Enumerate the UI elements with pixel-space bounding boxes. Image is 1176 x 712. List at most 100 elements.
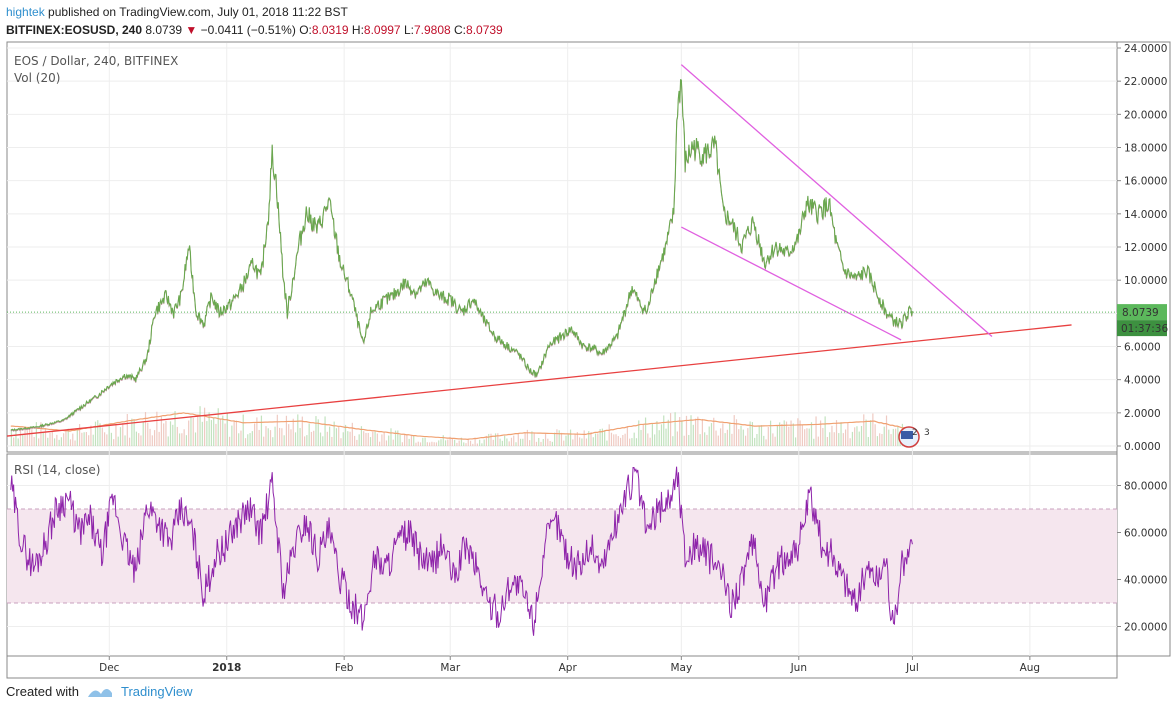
volume-bar — [760, 425, 763, 446]
volume-bar — [365, 432, 367, 446]
volume-bar — [660, 424, 663, 446]
volume-bar — [90, 425, 92, 446]
volume-bar — [294, 432, 297, 446]
volume-bar — [267, 428, 269, 446]
volume-bar — [510, 437, 513, 446]
volume-bar — [679, 417, 681, 446]
volume-bar — [524, 432, 526, 446]
price-line — [10, 78, 913, 432]
author-link[interactable]: hightek — [6, 5, 45, 19]
volume-bar — [819, 420, 822, 446]
time-tick-label: May — [670, 662, 692, 674]
volume-bar — [185, 435, 188, 446]
volume-bar — [817, 436, 819, 446]
volume-bar — [840, 422, 842, 446]
time-axis[interactable] — [6, 655, 1118, 679]
volume-legend: Vol (20) — [14, 71, 60, 85]
volume-bar — [460, 437, 463, 446]
volume-bar — [419, 442, 422, 446]
volume-bar — [731, 433, 733, 446]
volume-bar — [390, 428, 392, 446]
volume-bar — [838, 433, 840, 446]
volume-bar — [765, 439, 767, 446]
volume-bar — [133, 419, 135, 446]
trend-line-3 — [681, 226, 902, 341]
volume-bar — [738, 429, 740, 446]
volume-bar — [497, 433, 499, 446]
volume-bar — [399, 434, 401, 446]
volume-bar — [747, 428, 749, 446]
volume-bar — [438, 440, 440, 446]
volume-bar — [394, 430, 397, 446]
volume-bar — [115, 424, 117, 446]
volume-bar — [690, 415, 692, 446]
volume-bar — [383, 432, 385, 446]
volume-bar — [351, 422, 353, 446]
volume-bar — [17, 438, 19, 446]
volume-bar — [208, 412, 210, 446]
volume-bar — [363, 431, 365, 446]
created-with-label: Created with — [6, 684, 79, 699]
volume-bar — [854, 427, 856, 446]
volume-bar — [135, 431, 138, 446]
volume-bar — [392, 439, 394, 446]
volume-bar — [292, 418, 294, 446]
volume-bar — [588, 431, 590, 446]
volume-ma-line — [10, 412, 909, 440]
volume-bar — [92, 434, 94, 446]
last-price-label: 8.0739 — [1122, 307, 1159, 319]
volume-bar — [349, 431, 351, 446]
volume-bar — [99, 423, 101, 446]
volume-bar — [15, 430, 17, 446]
volume-bar — [222, 415, 224, 446]
volume-bar — [640, 429, 642, 446]
volume-bar — [447, 439, 449, 446]
volume-bar — [815, 416, 817, 446]
volume-bar — [381, 434, 383, 446]
events-flag-icon[interactable]: 2 3 — [898, 426, 930, 448]
volume-bar — [69, 439, 72, 446]
volume-bar — [860, 426, 863, 446]
rsi-tick-label: 60.0000 — [1124, 528, 1167, 540]
volume-bar — [651, 423, 653, 446]
volume-bar — [454, 439, 456, 446]
volume-bar — [53, 438, 56, 446]
trend-lines[interactable] — [6, 64, 1072, 437]
volume-bar — [701, 418, 703, 446]
volume-bar — [388, 435, 390, 446]
volume-bar — [354, 435, 356, 446]
volume-bar — [654, 434, 656, 446]
volume-bar — [829, 432, 831, 446]
volume-bar — [724, 433, 726, 446]
volume-bar — [847, 423, 849, 446]
tradingview-link[interactable]: TradingView — [120, 684, 193, 699]
volume-bar — [622, 434, 624, 446]
volume-bar — [151, 435, 153, 446]
volume-bar — [763, 435, 765, 446]
volume-bar — [585, 438, 588, 446]
volume-bar — [615, 434, 617, 446]
volume-bar — [515, 442, 517, 446]
volume-bar — [604, 430, 606, 446]
volume-bar — [749, 421, 751, 446]
volume-bar — [81, 432, 83, 446]
volume-bar — [342, 432, 344, 446]
volume-bar — [315, 416, 317, 446]
volume-bar — [699, 434, 701, 446]
volume-bar — [867, 436, 869, 446]
volume-bar — [872, 413, 874, 446]
low-label: L: — [403, 23, 414, 37]
price-axis[interactable] — [1116, 41, 1171, 657]
last-price: 8.0739 — [145, 23, 183, 37]
volume-bar — [472, 443, 474, 446]
last-price-box — [1117, 304, 1167, 321]
volume-bar — [276, 414, 278, 446]
volume-bar — [533, 432, 535, 446]
volume-bar — [322, 436, 324, 446]
volume-bar — [138, 433, 140, 446]
volume-bar — [513, 435, 515, 446]
volume-bar — [624, 433, 626, 446]
volume-bar — [879, 433, 881, 446]
volume-bar — [644, 417, 647, 446]
